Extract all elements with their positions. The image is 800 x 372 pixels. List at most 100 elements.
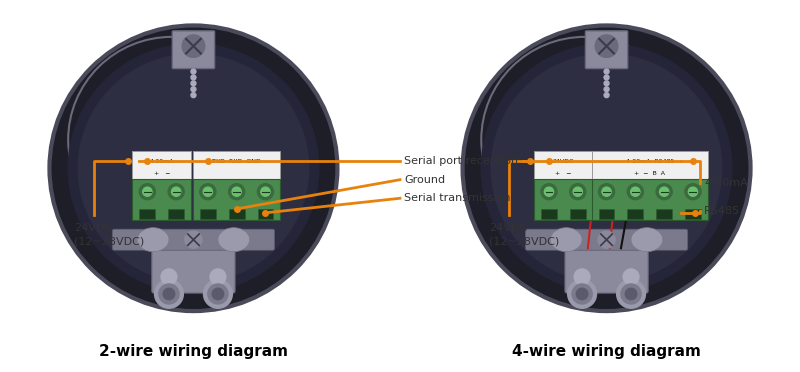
Bar (541, 209, 557, 219)
Circle shape (203, 280, 232, 308)
Ellipse shape (218, 228, 250, 252)
Circle shape (191, 69, 196, 74)
Circle shape (182, 35, 205, 57)
Bar (229, 209, 245, 219)
Text: 4-20mA: 4-20mA (150, 158, 174, 164)
Circle shape (602, 187, 611, 196)
Text: +  −  B  A: + − B A (634, 171, 666, 176)
Circle shape (200, 184, 216, 200)
Text: Serial port reception: Serial port reception (404, 156, 518, 166)
Circle shape (626, 288, 637, 300)
FancyBboxPatch shape (526, 229, 688, 250)
Text: 24VDC: 24VDC (490, 222, 527, 232)
Circle shape (142, 187, 152, 196)
Text: (12~28VDC): (12~28VDC) (490, 236, 560, 246)
FancyBboxPatch shape (193, 151, 280, 180)
Circle shape (203, 187, 213, 196)
Text: (12~28VDC): (12~28VDC) (74, 236, 145, 246)
Circle shape (159, 284, 179, 304)
Circle shape (168, 184, 184, 200)
Bar (598, 209, 614, 219)
Circle shape (617, 280, 646, 308)
Bar (570, 209, 586, 219)
Text: TXD  RXD  GND: TXD RXD GND (212, 158, 261, 164)
Circle shape (604, 75, 609, 80)
Circle shape (604, 69, 609, 74)
Circle shape (261, 187, 270, 196)
Circle shape (568, 280, 597, 308)
Circle shape (685, 184, 701, 200)
Circle shape (491, 54, 722, 283)
Circle shape (191, 81, 196, 86)
Circle shape (462, 25, 750, 311)
Text: 24VDC: 24VDC (74, 222, 113, 232)
FancyBboxPatch shape (172, 31, 214, 68)
Circle shape (574, 269, 590, 285)
Circle shape (598, 231, 615, 248)
Text: 4-wire wiring diagram: 4-wire wiring diagram (512, 344, 701, 359)
FancyBboxPatch shape (565, 246, 648, 293)
Circle shape (621, 284, 641, 304)
Circle shape (544, 187, 554, 196)
Circle shape (570, 184, 586, 200)
Text: 2-wire wiring diagram: 2-wire wiring diagram (99, 344, 288, 359)
Text: +   −: + − (154, 171, 170, 176)
Circle shape (604, 93, 609, 97)
Circle shape (656, 184, 672, 200)
Circle shape (627, 184, 643, 200)
FancyBboxPatch shape (193, 179, 280, 220)
Bar (258, 209, 274, 219)
Circle shape (623, 269, 639, 285)
FancyBboxPatch shape (112, 229, 274, 250)
Circle shape (191, 87, 196, 92)
Circle shape (185, 231, 202, 248)
FancyBboxPatch shape (592, 151, 708, 180)
Circle shape (229, 184, 245, 200)
Text: Serial transmission: Serial transmission (404, 193, 510, 203)
Circle shape (191, 93, 196, 97)
FancyBboxPatch shape (534, 151, 593, 180)
Circle shape (258, 184, 274, 200)
Circle shape (572, 284, 592, 304)
FancyBboxPatch shape (592, 179, 708, 220)
Circle shape (541, 184, 557, 200)
Circle shape (630, 187, 640, 196)
Bar (139, 209, 155, 219)
Circle shape (232, 187, 242, 196)
Circle shape (573, 187, 582, 196)
FancyBboxPatch shape (586, 31, 628, 68)
Circle shape (598, 184, 614, 200)
Text: 24VDC: 24VDC (553, 158, 574, 164)
Text: +   −: + − (555, 171, 572, 176)
Text: RS485: RS485 (704, 206, 740, 216)
Circle shape (659, 187, 669, 196)
Circle shape (688, 187, 698, 196)
Text: 4-20mA: 4-20mA (704, 177, 748, 187)
Circle shape (191, 75, 196, 80)
Bar (627, 209, 643, 219)
Circle shape (604, 87, 609, 92)
Circle shape (604, 81, 609, 86)
Circle shape (139, 184, 155, 200)
Bar (656, 209, 672, 219)
Circle shape (212, 288, 224, 300)
Circle shape (50, 25, 338, 311)
FancyBboxPatch shape (133, 179, 191, 220)
Circle shape (208, 284, 228, 304)
Bar (685, 209, 701, 219)
Circle shape (210, 269, 226, 285)
Text: 4-20mA  RS485: 4-20mA RS485 (626, 158, 674, 164)
Bar (200, 209, 216, 219)
FancyBboxPatch shape (152, 246, 235, 293)
FancyBboxPatch shape (534, 179, 593, 220)
Text: Ground: Ground (404, 175, 445, 185)
Circle shape (163, 288, 174, 300)
Circle shape (595, 35, 618, 57)
Ellipse shape (550, 228, 582, 252)
Circle shape (68, 44, 318, 292)
Circle shape (154, 280, 183, 308)
FancyBboxPatch shape (133, 151, 191, 180)
Circle shape (161, 269, 177, 285)
Bar (168, 209, 184, 219)
Circle shape (171, 187, 181, 196)
